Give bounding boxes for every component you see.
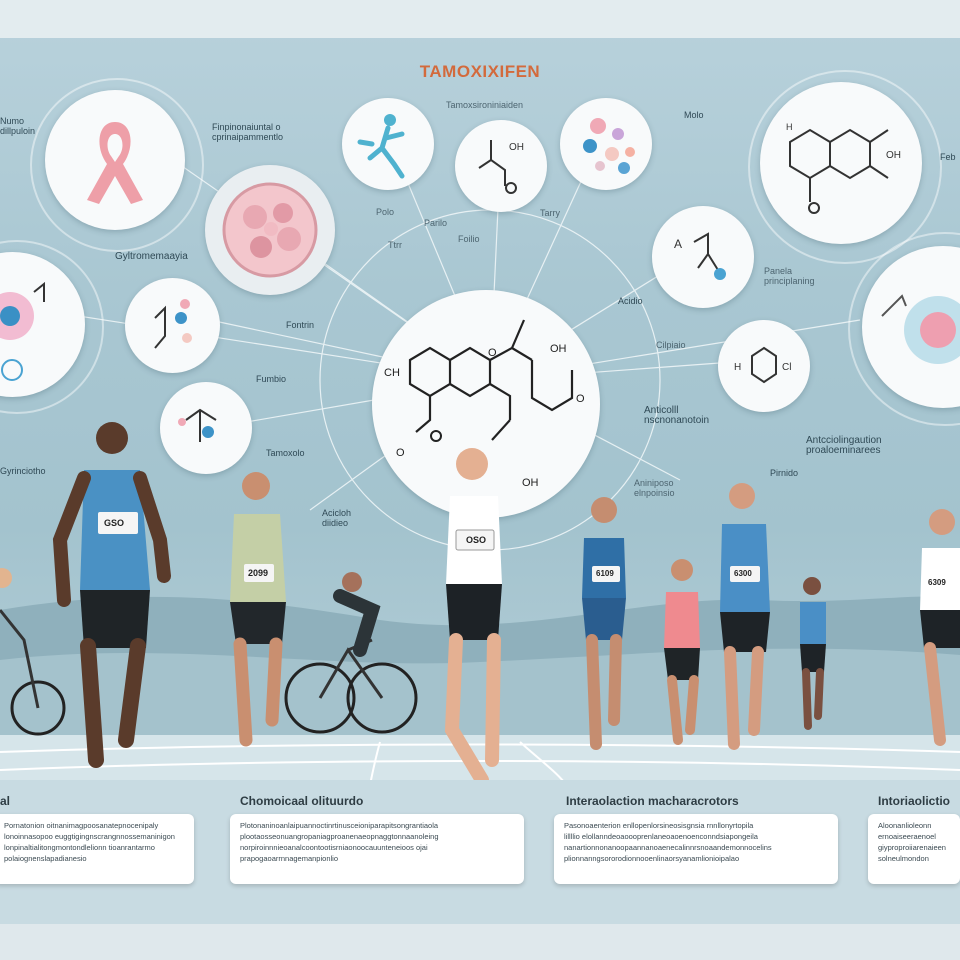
label-anticol: Anticolll nscnonanotoin [644, 405, 710, 426]
section-title-1: al [0, 794, 11, 808]
awareness-ribbon-icon [87, 122, 143, 204]
bib-4: 6109 [596, 569, 614, 578]
svg-text:H: H [786, 122, 793, 132]
runner-blue-female [582, 497, 626, 750]
runner-2 [230, 472, 286, 747]
label-pan: Panela principlaning [764, 266, 815, 286]
molecule-circle-1: OH [455, 120, 547, 212]
bib-3: OSO [466, 535, 487, 545]
label-top-small: Tamoxsironiniaiden [446, 100, 524, 110]
label-molo: Molo [684, 110, 704, 120]
svg-text:OH: OH [550, 343, 567, 355]
nucleus-cell-icon [881, 294, 960, 364]
bib-1: GSO [104, 518, 125, 528]
runner-icon [357, 114, 405, 179]
section-title-2: Chomoicaal olituurdo [240, 794, 364, 808]
bib-2: 2099 [248, 568, 269, 578]
runner-far [800, 577, 826, 730]
svg-text:A: A [674, 237, 682, 251]
runner-center [444, 448, 502, 787]
chemical-structure-icon: OH H [786, 122, 901, 214]
small-molecule-icon [154, 299, 192, 349]
central-structure-circle: CH O OH O OH O [372, 290, 600, 518]
athlete-icon-circle [342, 98, 434, 190]
runner-blue-male [720, 483, 770, 750]
label-antilong: Antcciolingaution proaloeminarees [806, 435, 882, 456]
bib-5: 6300 [734, 569, 752, 578]
label-numo: Numo dillpuloin [0, 116, 36, 136]
bond-molecule-icon [178, 408, 217, 442]
cyclist-left [0, 568, 66, 736]
label-feb: Feb [940, 152, 956, 162]
cell-target-icon [0, 281, 45, 381]
cell-circle-left [0, 252, 85, 397]
svg-text:Cl: Cl [782, 362, 791, 373]
right-top-ring [748, 70, 942, 264]
label-tamox-mid: Tamoxolo [266, 448, 305, 458]
label-pairs2: Parilo [424, 218, 448, 228]
svg-text:OH: OH [886, 150, 901, 161]
label-gyro: Gyltromemaayia [115, 251, 188, 262]
ribbon-circle [45, 90, 185, 230]
molecule-circle-left [125, 278, 220, 373]
ring-structure-icon: H Cl [734, 346, 791, 384]
runner-pink [664, 559, 700, 745]
label-pairs1: Polo [376, 207, 395, 217]
runner-right [920, 509, 960, 746]
label-cilpiaio: Cilpiaio [656, 340, 686, 350]
bottom-band [0, 924, 960, 960]
svg-text:OH: OH [509, 142, 524, 153]
atoms-icon [583, 118, 635, 174]
label-ttr: Ttrr [388, 240, 402, 250]
info-card-2: Plotonaninoanlaipuannoctinrtinusceionipa… [230, 814, 524, 884]
bib-6: 6309 [928, 578, 946, 587]
molecule-circle-lower [160, 382, 252, 474]
label-upper-left: Finpinonaiuntal o cprinaipammentlo [212, 122, 284, 142]
label-acidio: Acidio [618, 296, 643, 306]
info-card-4: Aloonanlioleonn ernoaiseeraenoel giyprop… [868, 814, 960, 884]
runner-1 [52, 422, 171, 768]
svg-text:CH: CH [384, 367, 400, 379]
cell-dish-circle [205, 165, 335, 295]
label-fontrin: Fontrin [286, 320, 315, 330]
structure-circle-3: H Cl [718, 320, 810, 412]
svg-text:O: O [576, 393, 585, 405]
cell-circle-right [862, 246, 960, 408]
label-tarry: Tarry [540, 208, 560, 218]
label-aninposo: Aniniposo elnpoinsio [634, 478, 675, 498]
molecule-icon: OH [478, 140, 524, 194]
structure-circle-2: A [652, 206, 754, 308]
cyclist [284, 572, 418, 734]
label-acicloh: Acicloh diidieo [322, 508, 352, 528]
svg-text:O: O [396, 447, 405, 459]
top-band [0, 0, 960, 38]
svg-text:O: O [488, 347, 497, 359]
structure-circle-large: OH H [760, 82, 922, 244]
amine-structure-icon: A [674, 232, 726, 280]
ribbon-ring [30, 78, 204, 252]
cell-cluster-icon [222, 182, 318, 278]
svg-text:H: H [734, 362, 741, 373]
label-gpyrincilo: Gyrinciotho [0, 466, 46, 476]
tamoxifen-structure-icon: CH O OH O OH O [384, 319, 585, 489]
svg-text:OH: OH [522, 477, 539, 489]
info-card-3: Pasonoaenterion enllopenlorsineosisgnsia… [554, 814, 838, 884]
section-title-4: Intoriaolictio [878, 794, 950, 808]
beads-circle [560, 98, 652, 190]
info-card-1: Pornatonion oitnanimagpoosanatepnocenipa… [0, 814, 194, 884]
page-title: TAMOXIXIFEN [419, 62, 541, 81]
label-pairs3: Foilio [458, 234, 480, 244]
label-fumbio: Fumbio [256, 374, 287, 384]
section-title-3: Interaolaction macharacrotors [566, 794, 739, 808]
label-pirnido: Pirnido [770, 468, 799, 478]
